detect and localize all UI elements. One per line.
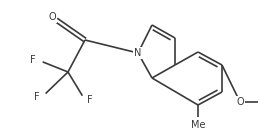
Text: F: F: [34, 92, 40, 102]
Text: N: N: [134, 48, 142, 58]
Text: F: F: [30, 55, 36, 65]
Text: O: O: [48, 12, 56, 22]
Text: Me: Me: [191, 120, 205, 130]
Text: O: O: [236, 97, 244, 107]
Text: F: F: [87, 95, 93, 105]
